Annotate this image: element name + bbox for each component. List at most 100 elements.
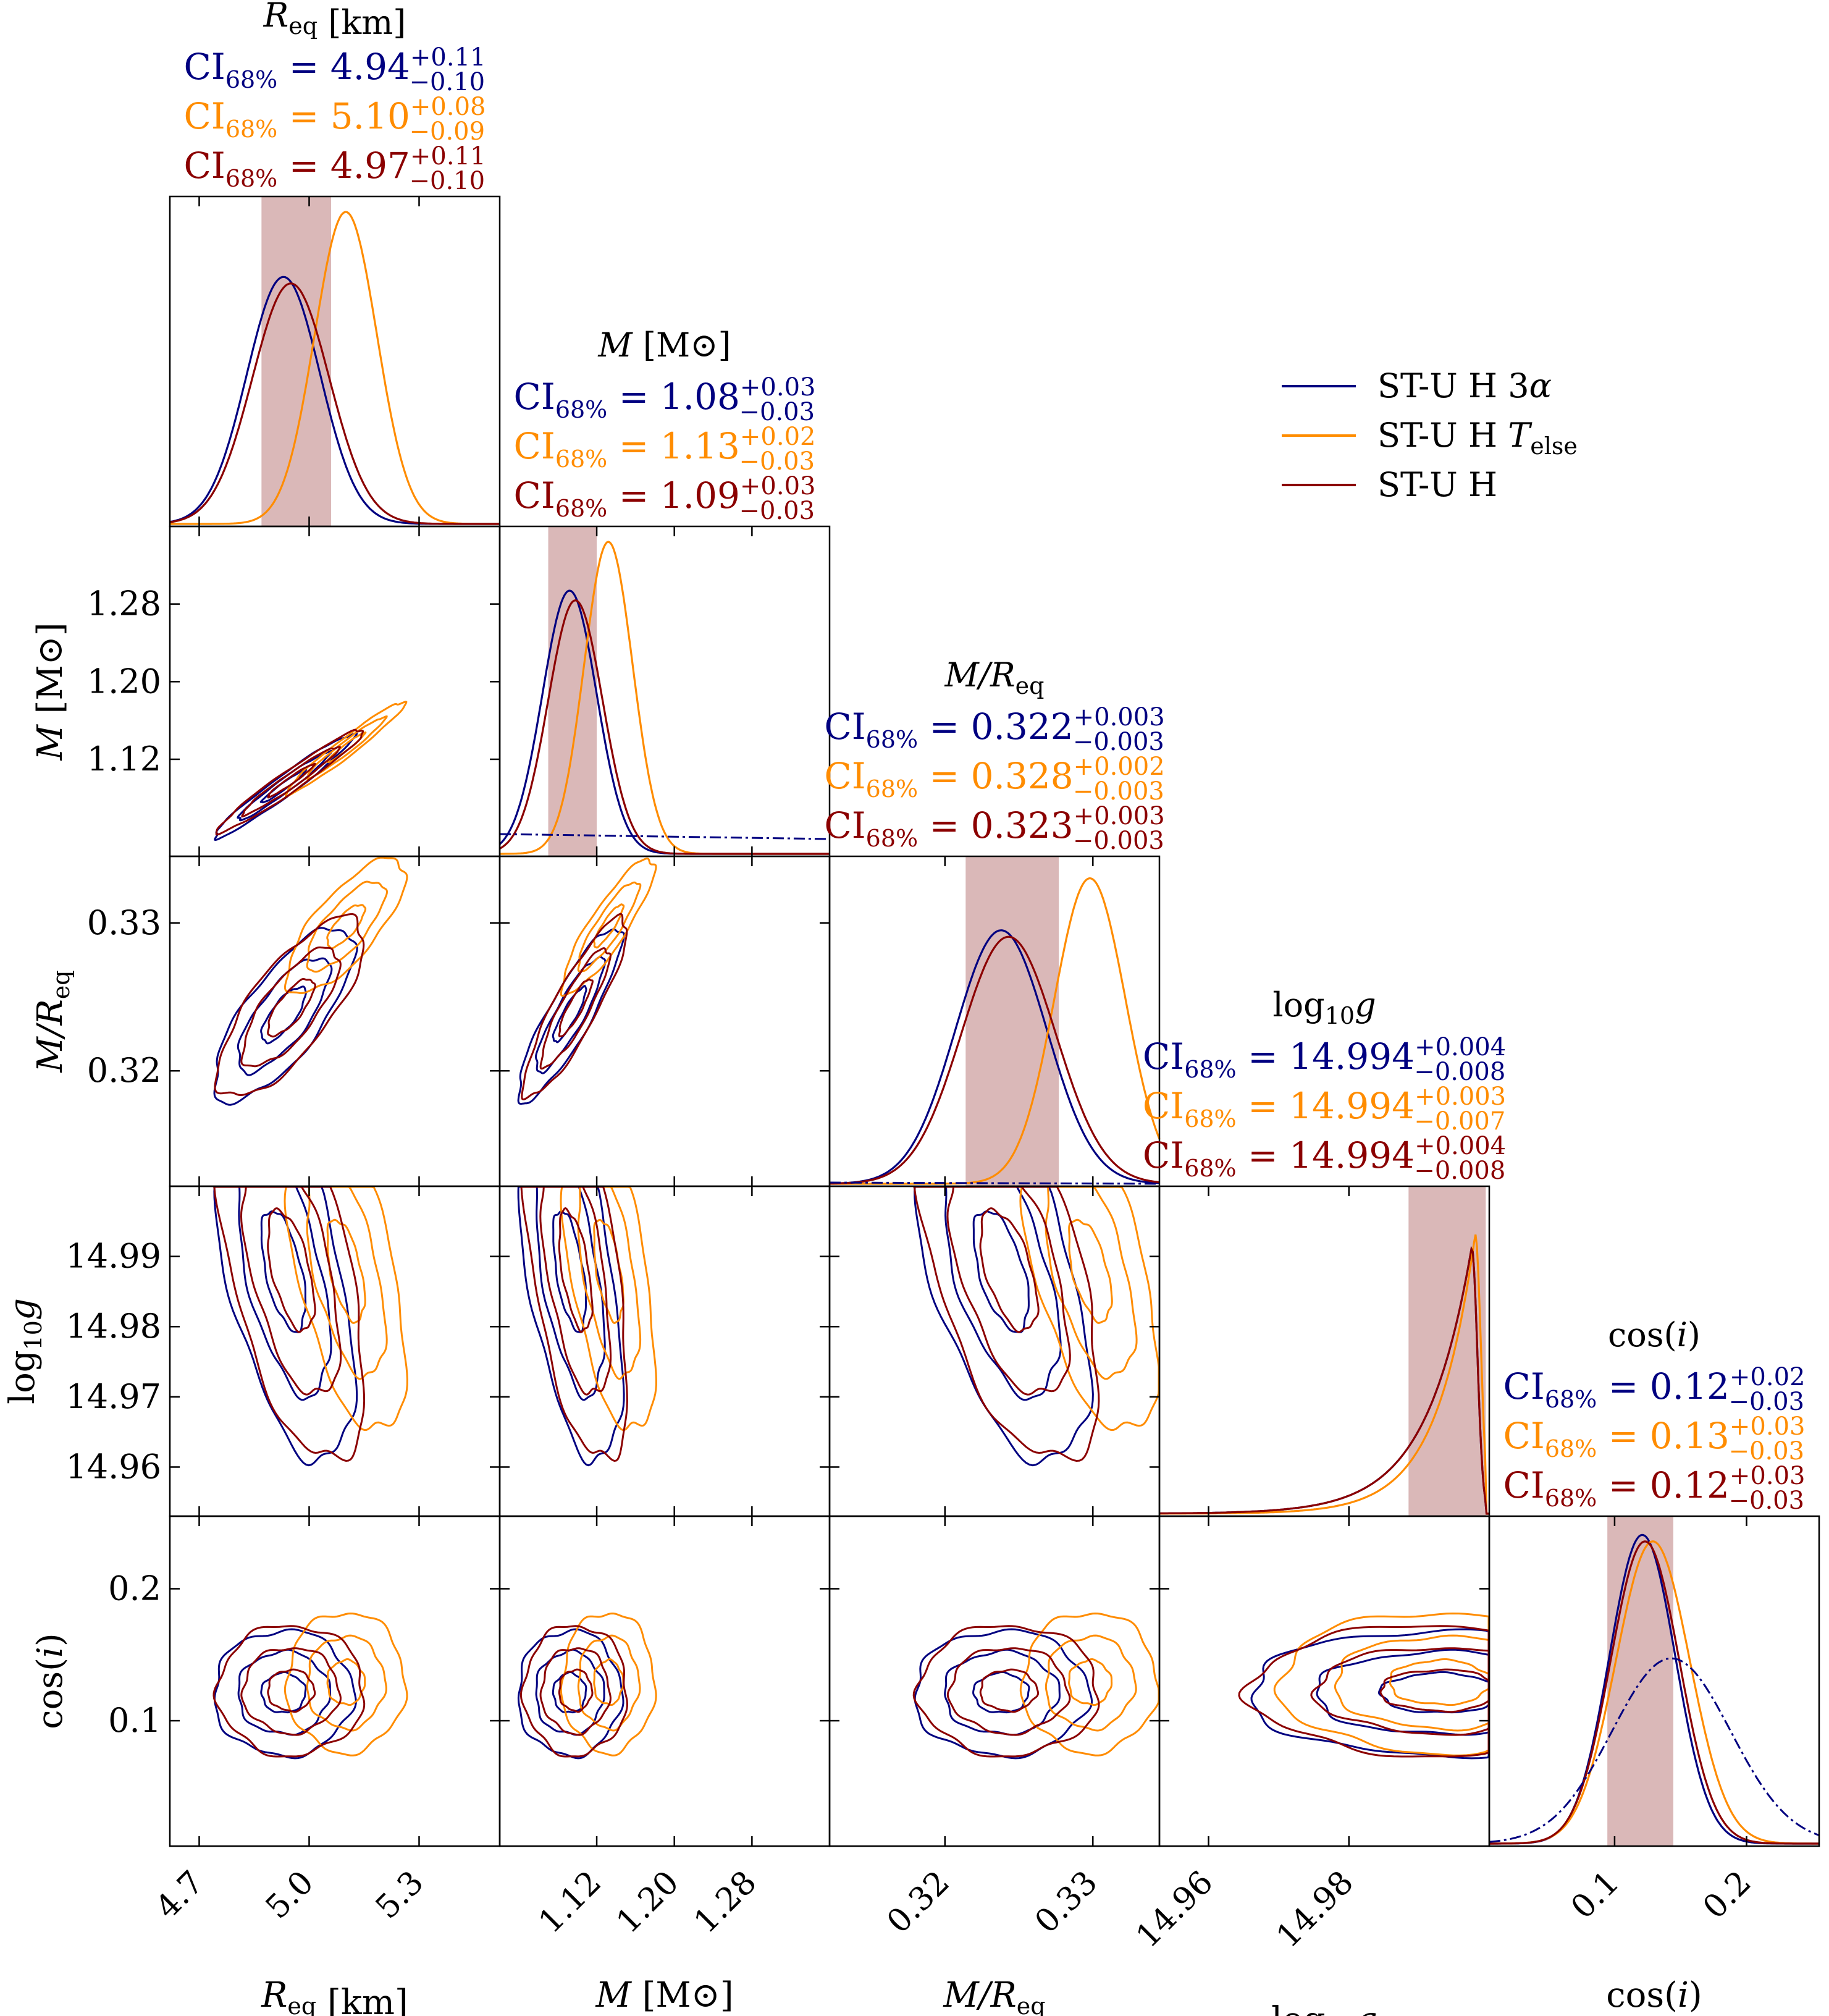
tick-marks: [170, 196, 1747, 1846]
ytick-label-compactness: 0.33: [87, 903, 161, 942]
posterior-cosi-series-2: [1489, 1540, 1819, 1845]
contour-compactness-logg-series-2-level-0: [979, 1207, 1040, 1333]
contour-req-mass-series-0-level-1: [237, 749, 333, 822]
prior-compactness: [829, 1181, 1160, 1185]
ci-band-mass: [548, 526, 597, 856]
contour-logg-cosi-series-1-level-0: [1389, 1658, 1490, 1706]
ytick-label-logg: 14.96: [65, 1447, 161, 1486]
contour-compactness-cosi-series-2-level-2: [912, 1625, 1100, 1758]
axes-req-compactness: [169, 855, 501, 1187]
contour-req-cosi-series-0-level-1: [237, 1648, 332, 1736]
contour-req-compactness-series-2-level-2: [214, 913, 365, 1097]
ci-band-req: [261, 196, 332, 526]
ci-req-series-2: CI68% = 4.97+0.11 −0.10: [184, 142, 486, 195]
contour-req-cosi-series-1-level-2: [284, 1612, 408, 1757]
xtick-label-mass: 1.20: [610, 1864, 686, 1941]
contour-compactness-logg-series-0-level-0: [972, 1210, 1030, 1333]
contour-logg-cosi-series-2-level-0: [1379, 1668, 1490, 1713]
ylabel-logg: log10g: [2, 1298, 47, 1404]
ci-mass-series-2: CI68% = 1.09+0.03 −0.03: [514, 472, 816, 525]
xtick-label-logg: 14.98: [1269, 1864, 1361, 1955]
axes-mass-cosi: [498, 1515, 831, 1847]
posterior-req-series-1: [170, 211, 500, 525]
legend-label-1: ST-U H Telse: [1377, 416, 1578, 460]
xlabel-mass: M [M⊙]: [595, 1975, 733, 2015]
xtick-label-cosi: 0.2: [1696, 1864, 1759, 1926]
contour-compactness-cosi-series-1-level-2: [1019, 1612, 1160, 1757]
contour-req-cosi-series-2-level-1: [240, 1647, 342, 1736]
posterior-compactness-series-2: [829, 935, 1160, 1185]
ytick-label-compactness: 0.32: [87, 1051, 161, 1090]
posterior-compactness-series-0: [830, 929, 1160, 1185]
title-cosi: cos(i): [1608, 1315, 1701, 1354]
contour-req-logg-series-1-level-1: [306, 1186, 388, 1380]
contour-req-cosi-series-0-level-0: [260, 1671, 307, 1714]
ytick-label-cosi: 0.1: [108, 1701, 161, 1740]
axes-cosi-cosi: [1488, 1515, 1820, 1847]
contour-req-logg-series-2-level-2: [211, 1186, 366, 1462]
contour-req-compactness-series-1-level-1: [306, 880, 389, 973]
contour-req-mass-series-2-level-2: [215, 728, 364, 836]
contour-mass-compactness-series-1-level-1: [577, 881, 642, 972]
ci-cosi-series-2: CI68% = 0.12+0.03 −0.03: [1503, 1462, 1806, 1515]
ytick-label-cosi: 0.2: [108, 1569, 161, 1608]
contour-req-cosi-series-1-level-1: [306, 1634, 387, 1732]
contour-req-logg-series-0-level-2: [213, 1186, 358, 1467]
contour-mass-compactness-series-0-level-1: [534, 956, 607, 1074]
ytick-label-logg: 14.97: [65, 1377, 161, 1416]
contour-compactness-logg-series-0-level-1: [944, 1186, 1062, 1401]
xtick-label-compactness: 0.32: [880, 1864, 957, 1941]
contour-mass-cosi-series-2-level-1: [539, 1647, 612, 1736]
contour-logg-cosi-series-2-level-1: [1310, 1647, 1490, 1736]
xtick-label-compactness: 0.33: [1028, 1864, 1104, 1941]
contour-req-mass-series-2-level-1: [241, 746, 342, 818]
axes-compactness-cosi: [828, 1515, 1161, 1847]
ytick-label-mass: 1.12: [87, 740, 161, 778]
contour-req-compactness-series-1-level-2: [284, 856, 408, 994]
contour-mass-logg-series-0-level-0: [552, 1210, 587, 1333]
contour-mass-compactness-series-2-level-0: [558, 978, 594, 1037]
ci-mass-series-1: CI68% = 1.13+0.02 −0.03: [514, 423, 816, 476]
ci-logg-series-0: CI68% = 14.994+0.004 −0.008: [1143, 1033, 1506, 1086]
contour-mass-cosi-series-2-level-0: [558, 1668, 594, 1713]
contour-logg-cosi-series-2-level-2: [1238, 1625, 1490, 1758]
ytick-label-mass: 1.20: [87, 662, 161, 701]
posterior-mass-series-2: [499, 599, 830, 855]
xlabel-cosi: cos(i): [1606, 1975, 1702, 2015]
posterior-req-series-2: [169, 282, 500, 525]
ci-req-series-1: CI68% = 5.10+0.08 −0.09: [184, 93, 486, 146]
contour-mass-logg-series-1-level-2: [560, 1186, 657, 1432]
ylabel-cosi: cos(i): [30, 1633, 70, 1729]
contour-req-compactness-series-0-level-2: [213, 927, 358, 1106]
contour-compactness-cosi-series-1-level-1: [1045, 1634, 1137, 1732]
legend-label-0: ST-U H 3α: [1377, 366, 1552, 405]
ytick-label-mass: 1.28: [87, 584, 161, 623]
ci-cosi-series-0: CI68% = 0.12+0.02 −0.03: [1503, 1363, 1806, 1416]
ytick-label-logg: 14.99: [65, 1237, 161, 1276]
ytick-label-logg: 14.98: [65, 1307, 161, 1346]
contour-req-compactness-series-2-level-1: [240, 946, 342, 1068]
posterior-compactness-series-1: [830, 877, 1161, 1185]
ci-cosi-series-1: CI68% = 0.13+0.03 −0.03: [1503, 1412, 1806, 1466]
title-mass: M [M⊙]: [597, 326, 731, 365]
title-logg: log10g: [1272, 985, 1376, 1029]
contour-mass-compactness-series-2-level-1: [539, 947, 612, 1070]
xlabel-logg: log10g: [1271, 2000, 1377, 2016]
ylabel-mass: M [M⊙]: [30, 622, 70, 761]
contour-mass-logg-series-0-level-1: [536, 1186, 606, 1401]
contour-req-compactness-series-0-level-0: [260, 985, 307, 1045]
prior-cosi: [1489, 1657, 1820, 1843]
xtick-label-req: 4.7: [149, 1864, 211, 1926]
contour-mass-compactness-series-1-level-2: [560, 857, 657, 997]
contour-mass-cosi-series-1-level-2: [560, 1612, 657, 1757]
contour-mass-logg-series-2-level-0: [558, 1207, 594, 1333]
contour-req-mass-series-1-level-1: [306, 715, 388, 780]
ci-band-compactness: [965, 856, 1059, 1186]
contour-req-logg-series-2-level-1: [240, 1186, 342, 1396]
ci-compactness-series-0: CI68% = 0.322+0.003 −0.003: [824, 703, 1164, 756]
contour-req-compactness-series-0-level-1: [237, 957, 333, 1076]
contour-mass-logg-series-2-level-1: [539, 1186, 612, 1396]
contour-req-logg-series-1-level-0: [326, 1218, 366, 1324]
contour-req-cosi-series-2-level-0: [267, 1668, 316, 1713]
xtick-label-mass: 1.28: [687, 1864, 763, 1941]
